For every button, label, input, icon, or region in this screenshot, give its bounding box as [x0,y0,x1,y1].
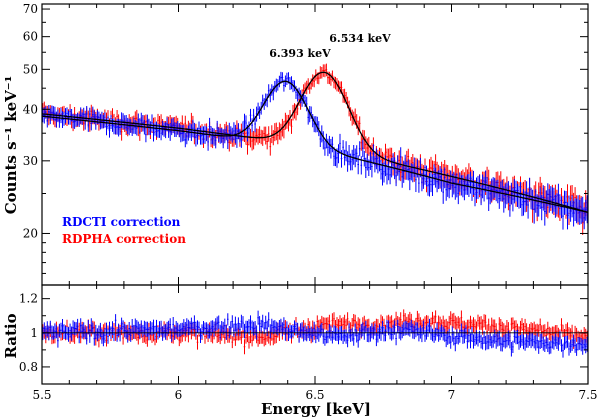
x-tick-label: 7 [448,388,456,402]
model-curve-rdcti [41,80,589,214]
top-y-axis-title: Counts s⁻¹ keV⁻¹ [2,76,20,215]
top-y-tick-label: 50 [23,62,38,76]
ratio-points-red [42,309,588,355]
x-tick-label: 7.5 [578,388,597,402]
annotation-6393: 6.393 keV [269,47,331,60]
bottom-y-axis-title: Ratio [2,313,20,358]
x-axis-title: Energy [keV] [261,400,371,418]
top-y-tick-label: 40 [23,102,38,116]
ratio-error-bars-blue [42,310,588,358]
top-y-tick-label: 20 [23,226,38,240]
model-layer [41,71,589,334]
bottom-y-tick-label: 1.2 [19,292,38,306]
data-layer [42,63,588,358]
ratio-points-blue [42,310,588,358]
bottom-y-tick-label: 1 [30,326,38,340]
top-data-points-rdpha [42,63,588,235]
annotation-6534: 6.534 keV [329,32,391,45]
top-y-tick-label: 70 [23,2,38,16]
model-curve-rdpha [41,71,589,214]
axes-layer: 5.5 6 6.5 7 7.5 20 30 40 50 60 70 0.8 1 1.2 [19,2,598,402]
ratio-error-bars-red [42,309,588,355]
top-y-tick-label: 60 [23,30,38,44]
top-data-points-rdcti [42,71,588,230]
x-tick-label: 6.5 [305,388,324,402]
top-y-tick-label: 30 [23,154,38,168]
bottom-y-tick-label: 0.8 [19,360,38,374]
top-error-bars-rdcti [42,71,588,230]
legend-entry-rdpha: RDPHA correction [62,232,186,246]
legend-entry-rdcti: RDCTI correction [62,215,181,229]
x-tick-label: 5.5 [32,388,51,402]
x-tick-label: 6 [175,388,183,402]
bottom-panel-frame [41,284,589,385]
top-error-bars-rdpha [42,63,588,235]
